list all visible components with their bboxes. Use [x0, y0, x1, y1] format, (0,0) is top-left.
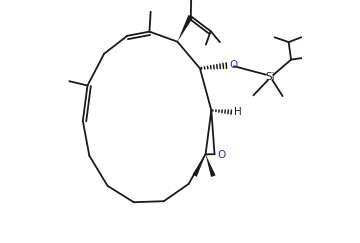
Text: O: O: [230, 61, 238, 70]
Polygon shape: [177, 15, 193, 42]
Polygon shape: [193, 154, 206, 177]
Text: H: H: [234, 107, 242, 117]
Polygon shape: [206, 154, 216, 177]
Text: Si: Si: [266, 72, 275, 82]
Text: O: O: [217, 150, 225, 160]
